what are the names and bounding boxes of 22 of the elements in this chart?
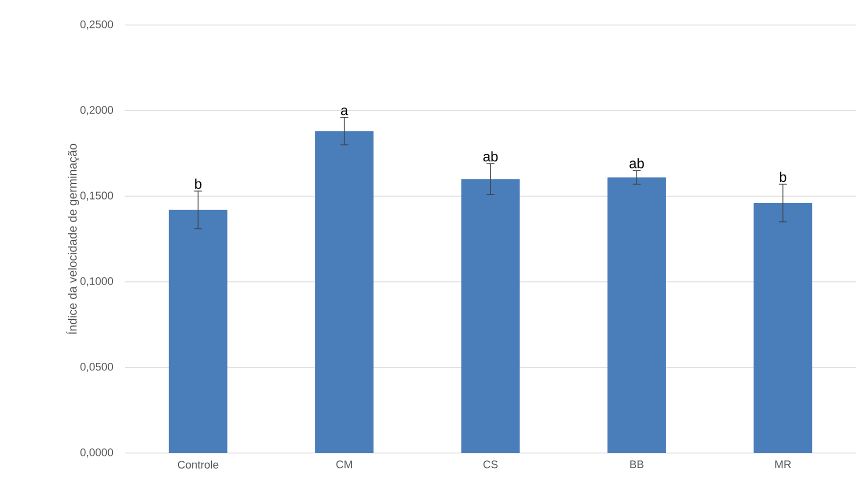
y-tick-label: 0,0500 bbox=[80, 362, 114, 372]
annotation: a bbox=[341, 108, 348, 116]
annotation: b bbox=[780, 172, 786, 182]
annotation: ab bbox=[630, 158, 644, 168]
annotation: ab bbox=[483, 151, 498, 162]
y-tick-label: 0,1500 bbox=[80, 192, 114, 201]
y-tick-label: 0,0000 bbox=[80, 448, 114, 458]
x-tick-label: MR bbox=[775, 460, 791, 468]
bar bbox=[607, 177, 666, 453]
x-tick-label: CM bbox=[336, 460, 352, 468]
y-tick-label: 0,2500 bbox=[80, 20, 114, 30]
x-tick-label: Controle bbox=[178, 460, 218, 469]
bar bbox=[461, 179, 520, 453]
bar bbox=[754, 203, 812, 453]
y-axis-title: Índice da velocidade de germinação bbox=[66, 144, 80, 334]
annotation: b bbox=[195, 178, 202, 189]
y-tick-label: 0,2000 bbox=[80, 106, 114, 116]
bar bbox=[315, 131, 374, 453]
y-tick-label: 0,1000 bbox=[80, 277, 114, 286]
x-tick-label: BB bbox=[630, 460, 644, 468]
bar bbox=[168, 210, 228, 453]
x-tick-label: CS bbox=[483, 460, 498, 468]
